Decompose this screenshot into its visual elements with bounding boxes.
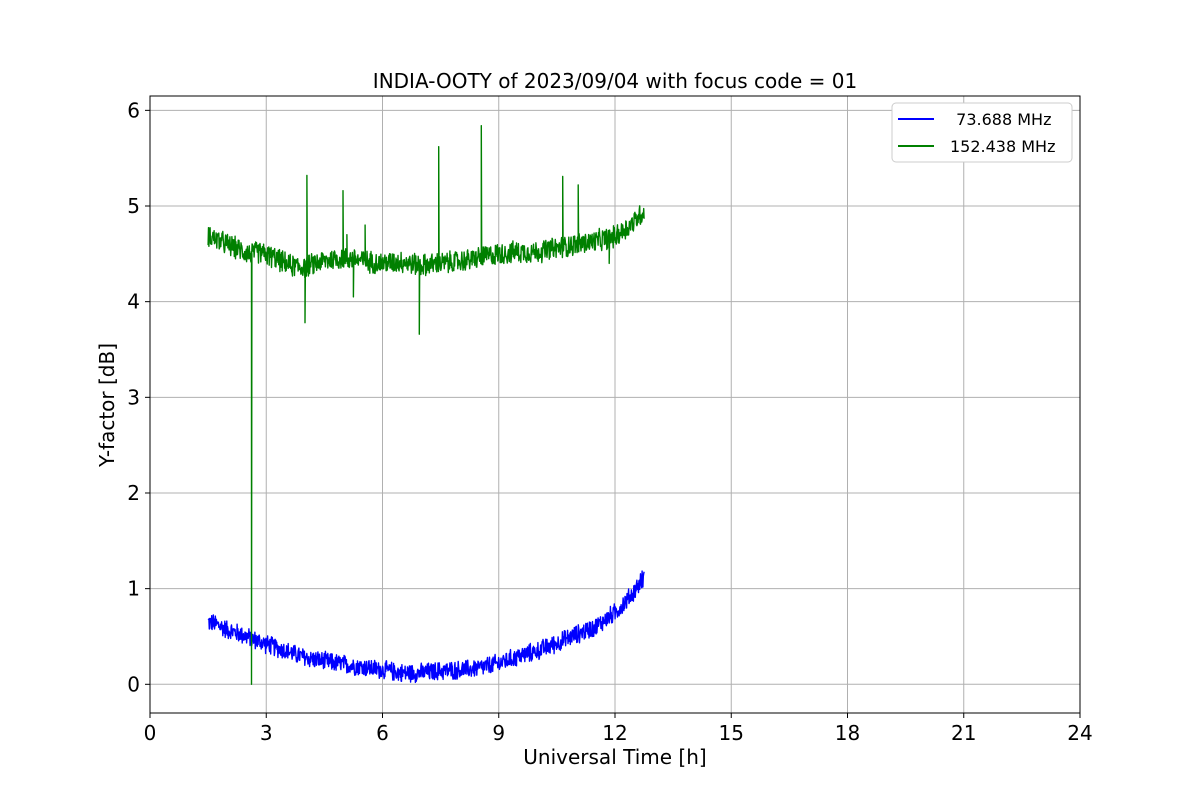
x-tick-label: 12 (602, 721, 627, 745)
legend: 73.688 MHz 152.438 MHz (891, 102, 1073, 163)
y-tick-label: 0 (127, 672, 140, 696)
x-tick-label: 15 (719, 721, 744, 745)
y-tick-label: 5 (127, 194, 140, 218)
legend-label-73mhz: 73.688 MHz (946, 110, 1051, 129)
y-tick-label: 3 (127, 385, 140, 409)
x-tick-label: 3 (260, 721, 273, 745)
y-tick-label: 4 (127, 290, 140, 314)
x-tick-label: 9 (492, 721, 505, 745)
x-tick-label: 24 (1067, 721, 1092, 745)
x-tick-label: 18 (835, 721, 860, 745)
y-tick-label: 2 (127, 481, 140, 505)
y-tick-label: 1 (127, 577, 140, 601)
x-axis-label: Universal Time [h] (523, 745, 706, 769)
legend-label-152mhz: 152.438 MHz (950, 137, 1055, 156)
x-tick-label: 0 (144, 721, 157, 745)
series-line-0 (207, 570, 645, 684)
legend-box (891, 102, 1073, 163)
y-axis-label: Y-factor [dB] (95, 343, 119, 468)
x-tick-label: 21 (951, 721, 976, 745)
series-line-1 (207, 125, 645, 685)
x-tick-label: 6 (376, 721, 389, 745)
chart-title: INDIA-OOTY of 2023/09/04 with focus code… (373, 69, 857, 93)
series-layer (207, 125, 645, 685)
y-tick-label: 6 (127, 98, 140, 122)
